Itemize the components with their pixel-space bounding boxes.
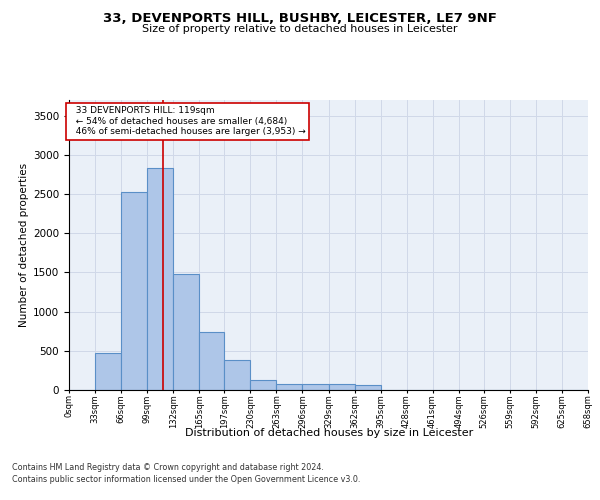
Text: 33, DEVENPORTS HILL, BUSHBY, LEICESTER, LE7 9NF: 33, DEVENPORTS HILL, BUSHBY, LEICESTER, …: [103, 12, 497, 26]
Bar: [173, 274, 199, 390]
Text: Size of property relative to detached houses in Leicester: Size of property relative to detached ho…: [142, 24, 458, 34]
Text: Contains HM Land Registry data © Crown copyright and database right 2024.: Contains HM Land Registry data © Crown c…: [12, 462, 324, 471]
Text: Contains public sector information licensed under the Open Government Licence v3: Contains public sector information licen…: [12, 475, 361, 484]
Bar: [355, 385, 380, 390]
Bar: [95, 353, 121, 390]
Bar: [147, 168, 173, 390]
Bar: [224, 360, 250, 390]
Y-axis label: Number of detached properties: Number of detached properties: [19, 163, 29, 327]
Bar: [277, 384, 302, 390]
Bar: [199, 332, 224, 390]
Bar: [302, 384, 329, 390]
Bar: [121, 192, 147, 390]
Text: Distribution of detached houses by size in Leicester: Distribution of detached houses by size …: [185, 428, 473, 438]
Bar: [250, 380, 277, 390]
Text: 33 DEVENPORTS HILL: 119sqm
  ← 54% of detached houses are smaller (4,684)
  46% : 33 DEVENPORTS HILL: 119sqm ← 54% of deta…: [70, 106, 305, 136]
Bar: [329, 384, 355, 390]
